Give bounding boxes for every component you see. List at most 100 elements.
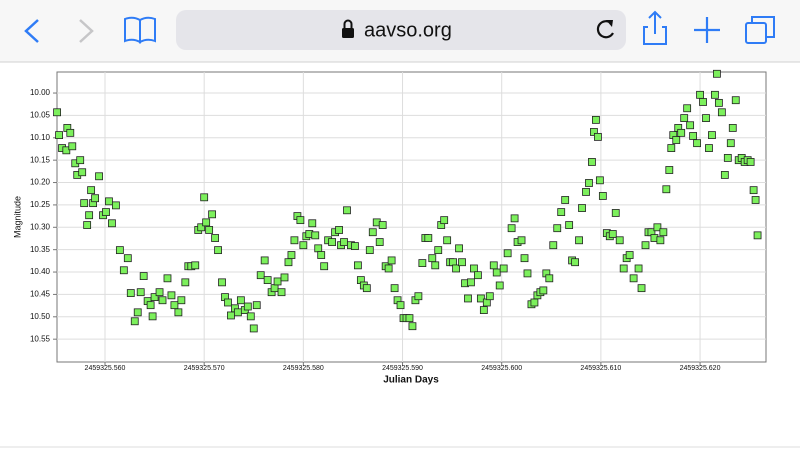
data-point [108,219,116,228]
data-point [751,196,760,204]
data-point [723,154,732,162]
data-point [368,228,377,237]
data-point [418,259,427,267]
data-point [260,256,269,265]
data-point [91,194,99,203]
data-point [53,108,61,117]
data-point [590,128,598,136]
data-point [243,302,252,311]
data-point [608,230,617,238]
data-point [351,242,359,250]
data-point [68,142,77,151]
data-point [277,288,286,297]
data-point [592,115,600,124]
data-point [507,224,516,233]
data-point [378,221,387,229]
data-point [112,201,120,210]
data-point [227,311,235,320]
reload-button[interactable] [596,20,614,39]
data-point [246,312,255,321]
data-point [263,276,272,285]
forward-button[interactable] [79,19,94,43]
data-point [517,236,526,245]
data-point [455,244,463,253]
data-point [236,296,245,305]
data-point [561,196,570,204]
data-point [588,158,596,166]
data-point [320,262,329,271]
bookmarks-button[interactable] [124,16,156,44]
data-point [492,268,501,277]
data-point [720,171,729,179]
data-point [155,288,164,297]
address-bar[interactable] [176,10,626,50]
data-point [353,261,362,270]
data-point [629,274,638,283]
data-point [390,284,399,293]
data-point [476,294,485,303]
data-point [665,166,674,174]
new-tab-button[interactable] [694,17,720,43]
x-tick-label: 2459325.560 [85,365,126,372]
url-text: aavso.org [364,19,452,41]
data-point [523,269,532,278]
data-point [699,98,707,106]
data-point [553,224,562,233]
data-point [311,231,320,240]
y-tick-label: 10.05 [30,111,51,120]
data-point [174,308,183,317]
data-point [753,231,762,240]
data-point [224,298,232,307]
y-tick-label: 10.40 [30,267,51,276]
data-point [549,241,558,250]
data-point [585,179,593,187]
data-point [539,286,548,295]
x-tick-label: 2459325.570 [184,365,225,372]
data-point [130,317,139,326]
data-point [80,199,89,208]
data-point [557,208,566,216]
data-point [290,236,299,245]
data-point [485,292,494,301]
data-point [158,296,167,305]
share-button[interactable] [643,10,667,45]
data-point [749,186,758,195]
y-tick-label: 10.50 [30,312,51,321]
data-point [503,249,512,258]
back-button[interactable] [24,19,39,43]
data-point [708,131,716,140]
data-point [384,264,393,273]
data-point [200,193,209,202]
data-point [731,96,740,105]
data-point [689,132,698,140]
data-point [489,261,498,270]
data-point [452,264,460,273]
y-tick-label: 10.20 [30,178,51,187]
data-point [408,322,417,331]
data-point [434,246,443,255]
data-point [308,219,317,228]
x-tick-label: 2459325.580 [283,365,324,372]
data-point [702,114,710,122]
data-point [299,241,308,250]
data-point [136,288,145,297]
data-point [249,324,258,333]
data-point [95,172,103,181]
data-point [102,208,110,216]
data-point [148,312,157,321]
x-tick-label: 2459325.610 [580,365,621,372]
data-point [672,136,681,144]
data-point [170,301,179,310]
data-point [146,301,155,310]
data-point [578,204,586,212]
data-point [653,223,662,232]
data-point [545,274,554,283]
data-point [202,218,211,227]
data-point [625,251,634,259]
data-point [177,296,186,305]
data-point [713,69,721,78]
tabs-button[interactable] [745,16,775,44]
data-point [637,284,646,293]
data-point [680,114,689,122]
